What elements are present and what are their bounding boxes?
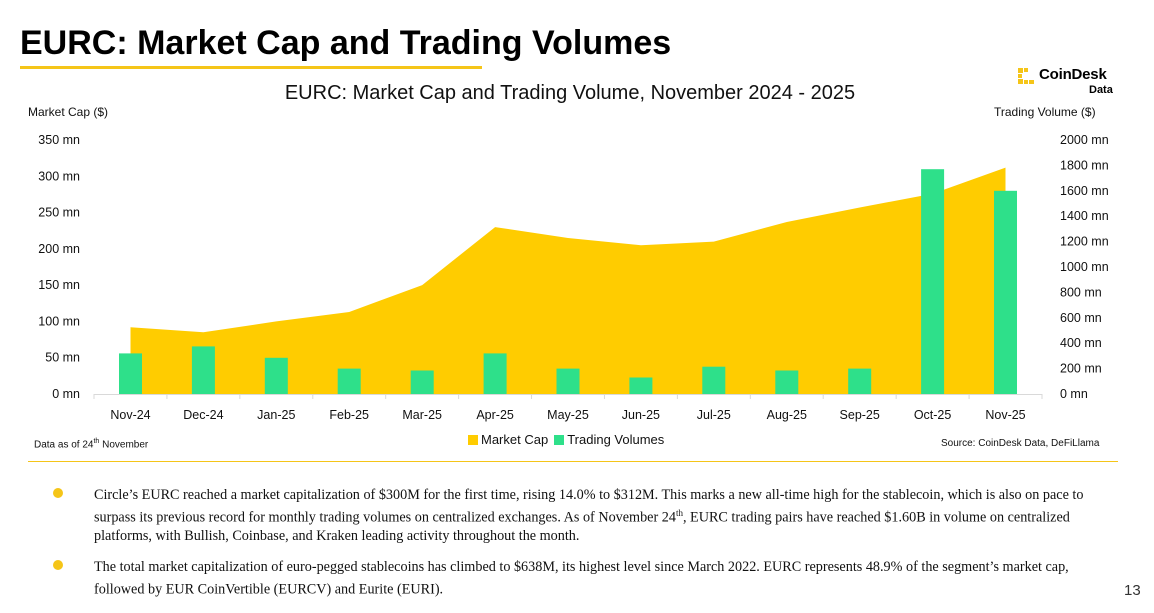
bullet-sup: th — [675, 508, 683, 518]
x-tick-label: May-25 — [547, 408, 589, 422]
chart-source: Source: CoinDesk Data, DeFiLlama — [941, 438, 1100, 449]
bullet-text-cont: , EURC trading pairs have reached $1.60B… — [94, 509, 1070, 544]
page-title: EURC: Market Cap and Trading Volumes — [20, 24, 672, 62]
trading-volume-bar — [848, 368, 872, 394]
bullet-text: Circle’s EURC reached a market capitaliz… — [94, 487, 1084, 526]
x-tick-label: Jan-25 — [257, 408, 295, 422]
chart-title: EURC: Market Cap and Trading Volume, Nov… — [284, 82, 856, 104]
y-left-tick-label: 150 mn — [38, 278, 80, 292]
footnote-prefix: Data as of 24 — [34, 439, 94, 451]
trading-volume-bar — [702, 366, 726, 394]
logo-name: CoinDesk — [1039, 66, 1107, 83]
trading-volume-bar — [119, 353, 142, 394]
bullet-text: The total market capitalization of euro-… — [94, 558, 1069, 598]
y-right-tick-label: 1800 mn — [1060, 158, 1109, 172]
chart-footnote: Data as of 24th November — [34, 438, 148, 450]
legend-label-market-cap: Market Cap — [481, 432, 549, 447]
footnote-sup: th — [93, 438, 100, 445]
y-right-tick-label: 800 mn — [1060, 285, 1102, 299]
x-tick-label: Feb-25 — [329, 408, 369, 422]
trading-volume-bar — [410, 370, 434, 394]
y-right-tick-label: 400 mn — [1060, 336, 1102, 350]
trading-volume-bar — [775, 370, 799, 394]
y-left-tick-label: 0 mn — [52, 387, 80, 401]
bullet-list: Circle’s EURC reached a market capitaliz… — [50, 486, 1090, 611]
footnote-suffix: November — [99, 439, 149, 451]
trading-volume-bar — [629, 377, 653, 394]
x-tick-label: Mar-25 — [402, 408, 442, 422]
logo-sub: Data — [1089, 84, 1113, 96]
y-left-tick-label: 250 mn — [38, 206, 80, 220]
page-number: 13 — [1124, 582, 1141, 599]
coindesk-logo: CoinDesk Data — [1016, 66, 1126, 100]
trading-volume-bar — [337, 368, 361, 394]
trading-volume-bar — [264, 357, 288, 394]
y-left-tick-label: 350 mn — [38, 133, 80, 147]
trading-volume-bar — [556, 368, 580, 394]
y-left-tick-label: 100 mn — [38, 314, 80, 328]
y-right-tick-label: 1200 mn — [1060, 235, 1109, 249]
chart: Nov-24 Dec-24 Jan-25 Feb-25 Mar-25 Apr-25 May-… — [38, 133, 1109, 422]
y-right-axis-title: Trading Volume ($) — [994, 105, 1096, 119]
bullet-dot-icon — [53, 488, 63, 498]
legend-swatch-trading-volumes — [554, 434, 565, 445]
x-tick-label: Oct-25 — [914, 408, 952, 422]
y-right-tick-label: 0 mn — [1060, 387, 1088, 401]
y-right-tick-label: 600 mn — [1060, 311, 1102, 325]
y-right-tick-label: 1000 mn — [1060, 260, 1109, 274]
trading-volume-bar — [994, 190, 1017, 394]
trading-volume-bar — [191, 346, 215, 394]
x-tick-label: Jul-25 — [697, 408, 731, 422]
legend-item-trading-volumes: Trading Volumes — [554, 432, 664, 447]
coindesk-mark-icon — [1018, 68, 1034, 84]
trading-volume-bar — [483, 353, 507, 394]
y-right-tick-label: 2000 mn — [1060, 133, 1109, 147]
chart-legend: Market Cap Trading Volumes — [468, 432, 664, 447]
x-tick-label: Aug-25 — [767, 408, 807, 422]
bullet-item: Circle’s EURC reached a market capitaliz… — [50, 486, 1090, 545]
y-left-axis-title: Market Cap ($) — [28, 105, 109, 119]
y-right-tick-label: 1600 mn — [1060, 184, 1109, 198]
x-tick-label: Nov-25 — [985, 408, 1025, 422]
x-tick-label: Jun-25 — [622, 408, 660, 422]
y-left-tick-label: 200 mn — [38, 242, 80, 256]
bullet-item: The total market capitalization of euro-… — [50, 558, 1090, 599]
x-tick-label: Apr-25 — [476, 408, 514, 422]
bullet-dot-icon — [53, 559, 63, 570]
trading-volume-bar — [921, 169, 945, 394]
y-right-tick-label: 200 mn — [1060, 362, 1102, 376]
x-tick-label: Nov-24 — [110, 408, 150, 422]
market-cap-area — [130, 167, 1006, 394]
x-tick-label: Sep-25 — [840, 408, 880, 422]
x-tick-label: Dec-24 — [183, 408, 223, 422]
legend-swatch-market-cap — [468, 434, 478, 445]
legend-label-trading-volumes: Trading Volumes — [567, 432, 665, 447]
title-underline — [20, 66, 482, 69]
y-right-tick-label: 1400 mn — [1060, 209, 1109, 223]
y-left-tick-label: 300 mn — [38, 169, 80, 183]
legend-item-market-cap: Market Cap — [468, 432, 548, 447]
divider — [28, 461, 1118, 462]
y-left-tick-label: 50 mn — [45, 351, 80, 365]
